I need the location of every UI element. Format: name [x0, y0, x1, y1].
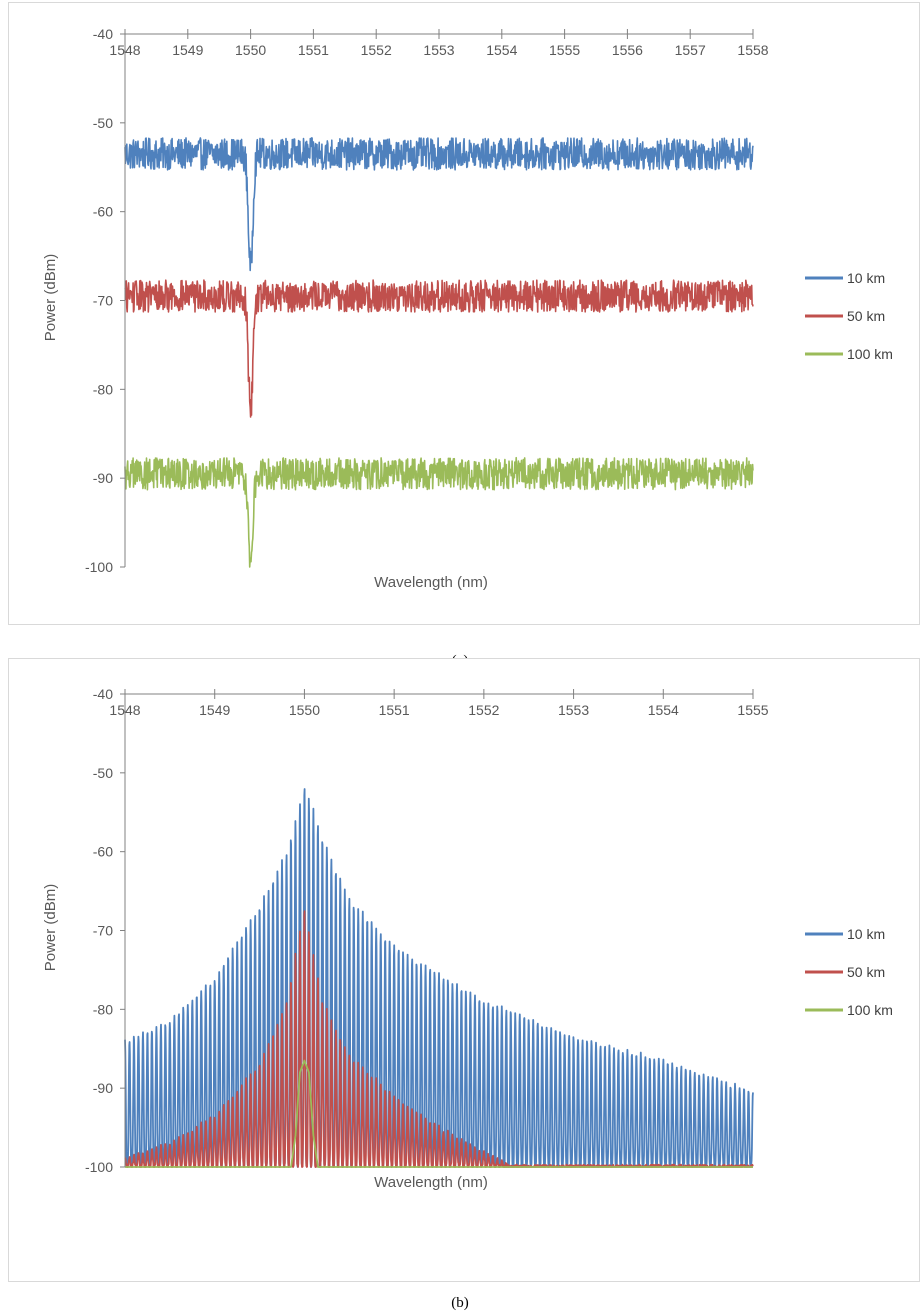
x-tick-label: 1557 — [675, 42, 706, 58]
series-line-100-km — [125, 1059, 753, 1168]
y-tick-label: -60 — [93, 844, 113, 860]
x-tick-label: 1552 — [361, 42, 392, 58]
y-tick-label: -60 — [93, 204, 113, 220]
x-axis-title: Wavelength (nm) — [374, 574, 488, 591]
y-tick-label: -90 — [93, 470, 113, 486]
y-tick-label: -70 — [93, 293, 113, 309]
x-tick-label: 1558 — [737, 42, 768, 58]
series-line-10-km — [124, 137, 754, 272]
x-tick-label: 1554 — [648, 702, 679, 718]
x-tick-label: 1553 — [558, 702, 589, 718]
series-line-10-km — [124, 788, 754, 1168]
y-tick-label: -70 — [93, 923, 113, 939]
y-tick-label: -40 — [93, 686, 113, 702]
chart-panel-b: 1548 1549 1550 1551 1552 1553 1554 1555 -40 -50 -6… — [8, 658, 920, 1282]
legend-label: 10 km — [847, 270, 885, 286]
series-line-100-km — [124, 456, 754, 568]
y-axis-title: Power (dBm) — [42, 254, 59, 342]
x-tick-label: 1555 — [737, 702, 768, 718]
x-tick-label: 1552 — [468, 702, 499, 718]
chart-a: 1548 1549 1550 1551 1552 1553 1554 1555 1556 1557… — [42, 26, 893, 591]
x-tick-label: 1549 — [199, 702, 230, 718]
x-tick-label: 1551 — [298, 42, 329, 58]
caption-b: (b) — [451, 1295, 469, 1311]
legend-label: 100 km — [847, 1002, 893, 1018]
y-tick-label: -40 — [93, 26, 113, 42]
series-line-50-km — [124, 279, 754, 418]
y-tick-label: -100 — [85, 559, 113, 575]
y-axis-title: Power (dBm) — [42, 884, 59, 972]
x-axis-title: Wavelength (nm) — [374, 1174, 488, 1191]
y-tick-label: -90 — [93, 1080, 113, 1096]
y-tick-label: -100 — [85, 1159, 113, 1175]
y-tick-label: -80 — [93, 381, 113, 397]
x-tick-label: 1554 — [486, 42, 517, 58]
legend-label: 50 km — [847, 308, 885, 324]
x-tick-label: 1550 — [235, 42, 266, 58]
x-tick-label: 1548 — [109, 702, 140, 718]
legend-label: 50 km — [847, 964, 885, 980]
chart-b: 1548 1549 1550 1551 1552 1553 1554 1555 -40 -50 -6… — [42, 686, 893, 1191]
legend-label: 100 km — [847, 346, 893, 362]
x-tick-label: 1548 — [109, 42, 140, 58]
y-tick-label: -80 — [93, 1001, 113, 1017]
legend-label: 10 km — [847, 926, 885, 942]
y-tick-label: -50 — [93, 115, 113, 131]
x-tick-label: 1550 — [289, 702, 320, 718]
x-tick-label: 1551 — [379, 702, 410, 718]
chart-panel-a: 1548 1549 1550 1551 1552 1553 1554 1555 1556 1557… — [8, 2, 920, 625]
x-tick-label: 1549 — [172, 42, 203, 58]
x-tick-label: 1553 — [423, 42, 454, 58]
x-tick-label: 1555 — [549, 42, 580, 58]
x-tick-label: 1556 — [612, 42, 643, 58]
y-tick-label: -50 — [93, 765, 113, 781]
